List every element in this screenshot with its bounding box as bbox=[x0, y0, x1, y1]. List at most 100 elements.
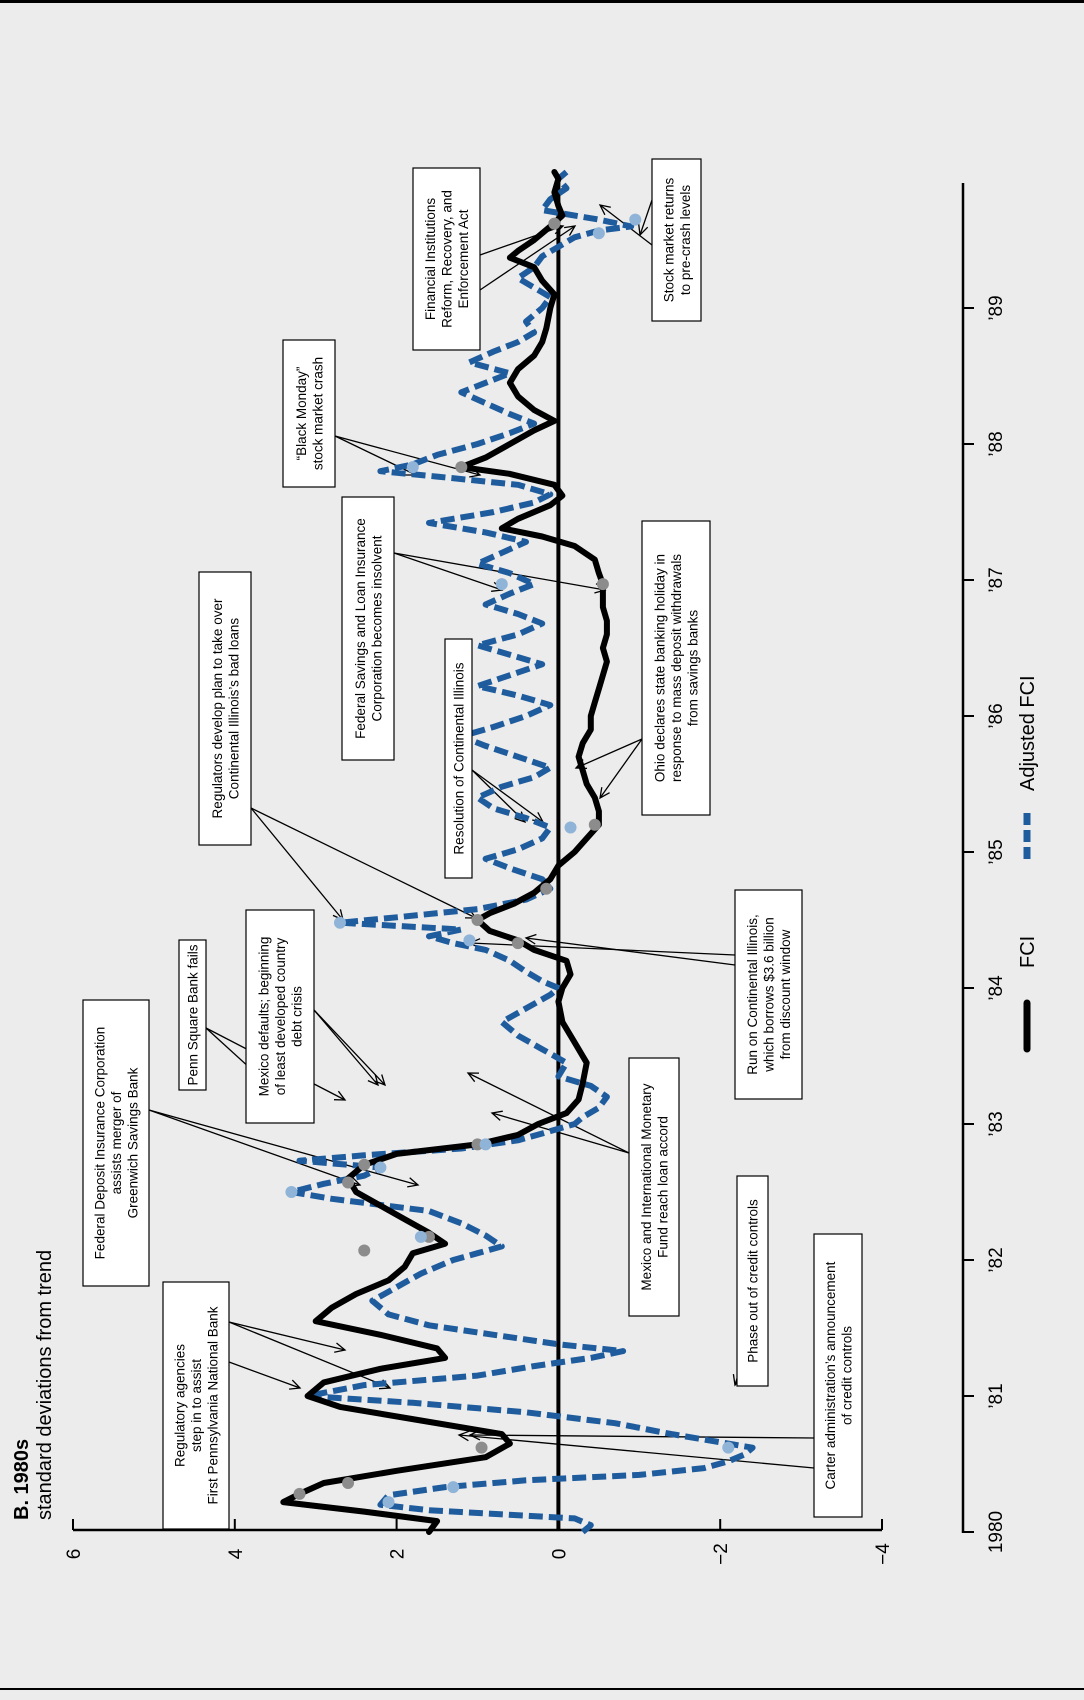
annotation-box bbox=[734, 889, 803, 1100]
annotation-text: from discount window bbox=[778, 929, 793, 1059]
annotation-text: Regulatory agencies bbox=[173, 1344, 188, 1467]
y-tick-label: 0 bbox=[549, 1549, 570, 1560]
leader-line bbox=[313, 1009, 386, 1086]
leader-line bbox=[148, 1109, 361, 1186]
y-tick-label: −2 bbox=[711, 1543, 732, 1565]
adjusted-fci-event-marker bbox=[382, 1496, 395, 1509]
x-tick-label: ’87 bbox=[986, 567, 1007, 592]
annotation-text: Greenwich Savings Bank bbox=[126, 1067, 141, 1218]
x-tick-label: ’83 bbox=[986, 1111, 1007, 1136]
arrowhead bbox=[466, 1072, 480, 1083]
arrowhead bbox=[289, 1379, 302, 1390]
annotation-text: stock market crash bbox=[310, 357, 325, 470]
adjusted-fci-event-marker bbox=[374, 1161, 387, 1174]
annotation-box bbox=[178, 939, 207, 1091]
fci-event-marker bbox=[588, 818, 601, 831]
arrowhead bbox=[457, 1430, 470, 1442]
fci-event-marker bbox=[358, 1244, 371, 1257]
fci-event-marker bbox=[293, 1487, 306, 1500]
annotation-text: debt crisis bbox=[290, 986, 305, 1047]
annotation-text: step in to assist bbox=[189, 1359, 204, 1452]
arrowhead bbox=[638, 224, 649, 237]
fci-event-marker bbox=[511, 937, 524, 950]
annotation-text: Reform, Recovery, and bbox=[440, 190, 455, 328]
annotation-text: Fund reach loan accord bbox=[655, 1116, 670, 1258]
y-tick-label: 6 bbox=[64, 1549, 85, 1560]
annotation-text: to pre-crash levels bbox=[678, 185, 693, 296]
leader-line bbox=[228, 1361, 301, 1389]
annotation-text: Federal Savings and Loan Insurance bbox=[353, 518, 368, 739]
bottom-rule bbox=[0, 1688, 1084, 1690]
fci-series bbox=[280, 169, 610, 1535]
adjusted-fci-event-marker bbox=[564, 821, 577, 834]
leader-line bbox=[491, 1112, 630, 1154]
leader-line bbox=[575, 738, 643, 769]
arrowhead bbox=[564, 225, 577, 236]
annotation-box bbox=[641, 520, 711, 816]
leader-line bbox=[393, 552, 503, 591]
adjusted-fci-event-marker bbox=[495, 578, 508, 591]
annotation-text: Run on Continental Illinois, bbox=[745, 914, 760, 1075]
adjusted-fci-event-marker bbox=[463, 934, 476, 947]
fci-event-marker bbox=[475, 1441, 488, 1454]
annotation-text: Mexico and International Monetary bbox=[639, 1083, 654, 1290]
fci-event-marker bbox=[358, 1158, 371, 1171]
annotation-text: from savings banks bbox=[686, 610, 701, 727]
legend-adjusted-label: Adjusted FCI bbox=[1017, 675, 1039, 791]
fci-event-marker bbox=[540, 882, 553, 895]
annotation-text: Regulators develop plan to take over bbox=[210, 598, 225, 818]
leader-line bbox=[471, 769, 544, 823]
y-tick-label: 2 bbox=[388, 1549, 409, 1560]
annotation-text: Stock market returns bbox=[661, 177, 676, 302]
adjusted-fci-event-marker bbox=[447, 1481, 460, 1494]
adjusted-fci-line bbox=[288, 169, 756, 1535]
annotation-box bbox=[341, 496, 395, 761]
leader-line bbox=[228, 1321, 346, 1351]
annotation-box bbox=[282, 339, 336, 488]
leader-line bbox=[599, 738, 643, 799]
chart-subtitle: standard deviations from trend bbox=[34, 1250, 56, 1520]
arrowhead bbox=[598, 204, 611, 216]
annotation-box bbox=[736, 1175, 769, 1387]
annotation-text: Mexico defaults; beginning bbox=[257, 937, 272, 1097]
adjusted-fci-event-marker bbox=[479, 1138, 492, 1151]
adjusted-fci-event-marker bbox=[414, 1230, 427, 1243]
arrowhead bbox=[599, 787, 610, 800]
fci-line bbox=[280, 169, 610, 1535]
arrowhead bbox=[524, 933, 537, 945]
fci-event-marker bbox=[548, 217, 561, 230]
annotation-text: Enforcement Act bbox=[456, 209, 471, 308]
adjusted-fci-series bbox=[288, 169, 756, 1535]
x-tick-label: ’89 bbox=[986, 295, 1007, 320]
annotation-box bbox=[162, 1281, 230, 1530]
annotation-text: response to mass deposit withdrawals bbox=[669, 554, 684, 782]
annotation-box bbox=[651, 158, 702, 322]
leader-line bbox=[250, 807, 344, 921]
annotation-box bbox=[198, 571, 252, 846]
legend-fci-label: FCI bbox=[1017, 936, 1039, 968]
annotation-text: “Black Monday” bbox=[294, 367, 309, 461]
adjusted-fci-event-marker bbox=[285, 1186, 298, 1198]
annotation-box bbox=[412, 167, 481, 351]
arrowhead bbox=[367, 1074, 379, 1087]
axes: 6 4 2 0 −2 −4 1980 ’81 ’82 ’83 ’84 ’85 ’86 ’87 ’88 ’89 bbox=[64, 183, 1007, 1565]
annotation-text: assists merger of bbox=[109, 1091, 124, 1194]
x-tick-label: ’85 bbox=[986, 839, 1007, 864]
leader-line bbox=[313, 1009, 379, 1086]
annotation-text: Corporation becomes insolvent bbox=[369, 535, 384, 721]
annotation-box bbox=[82, 999, 150, 1287]
annotation-box bbox=[813, 1233, 863, 1518]
annotation-text: Federal Deposit Insurance Corporation bbox=[93, 1027, 108, 1260]
leader-line bbox=[250, 807, 477, 919]
x-tick-label: ’82 bbox=[986, 1247, 1007, 1272]
annotation-text: of least developed country bbox=[273, 937, 288, 1095]
annotation-text: Financial Institutions bbox=[423, 198, 438, 321]
annotation-box bbox=[444, 638, 473, 879]
adjusted-fci-event-marker bbox=[333, 916, 346, 929]
leader-line bbox=[467, 1072, 630, 1154]
x-tick-label: ’81 bbox=[986, 1383, 1007, 1408]
event-markers bbox=[285, 213, 735, 1509]
annotation-text: of credit controls bbox=[839, 1326, 854, 1425]
